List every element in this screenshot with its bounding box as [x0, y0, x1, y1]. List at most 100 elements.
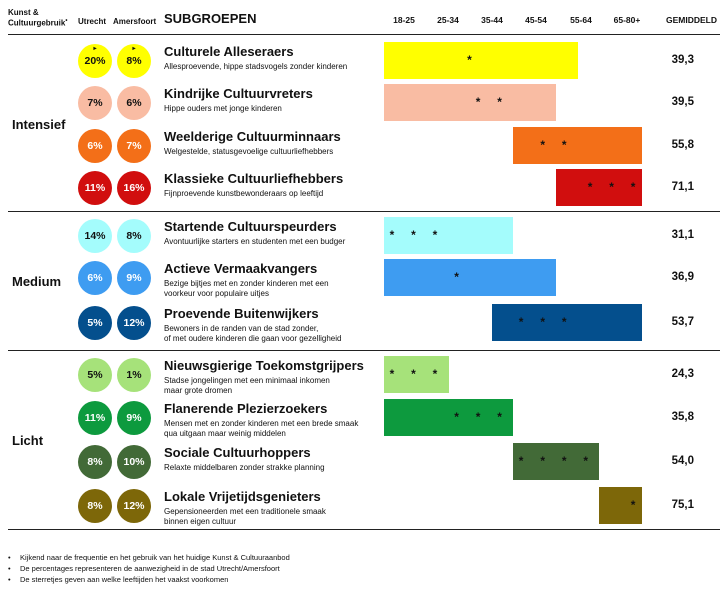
amersfoort-percentage-badge: 12% — [117, 306, 151, 340]
subgroup-description: Bezige bijtjes met en zonder kinderen me… — [164, 279, 329, 288]
footnote-2-bullet: • — [8, 564, 11, 573]
frequent-age-star: * — [561, 454, 567, 468]
average-age-value: 55,8 — [671, 139, 694, 151]
amersfoort-percentage-badge: 7% — [117, 129, 151, 163]
footnote-1-bullet: • — [8, 553, 11, 562]
frequent-age-star: * — [518, 454, 524, 468]
utrecht-percentage: 5% — [87, 369, 103, 381]
utrecht-percentage: 6% — [87, 140, 103, 152]
subgroup-description: binnen eigen cultuur — [164, 517, 237, 526]
subgroup-name: Weelderige Cultuurminnaars — [164, 129, 341, 144]
footnote-3: • De sterretjes geven aan welke leeftijde… — [8, 575, 228, 585]
age-range-bar — [384, 356, 449, 393]
average-age-value: 75,1 — [671, 499, 694, 511]
subgroup-description: Hippe ouders met jonge kinderen — [164, 104, 282, 113]
frequent-age-star: * — [389, 367, 395, 381]
age-range-bar — [556, 169, 643, 206]
separator-bottom — [8, 529, 720, 530]
frequent-age-star: * — [630, 498, 636, 512]
amersfoort-percentage: 9% — [126, 412, 142, 424]
amersfoort-percentage-badge: 9% — [117, 261, 151, 295]
amersfoort-percentage-badge: 8% ▸ — [117, 44, 151, 78]
separator-intensief-medium — [8, 211, 720, 212]
header-subgroepen: SUBGROEPEN — [164, 11, 257, 26]
subgroup-description: Allesproevende, hippe stadsvogels zonder… — [164, 62, 348, 71]
age-tick-label: 65-80+ — [613, 15, 641, 25]
frequent-age-star: * — [609, 180, 614, 194]
section-label-intensief: Intensief — [12, 117, 66, 132]
age-range-bar — [384, 259, 557, 296]
footnote-3-bullet: • — [8, 575, 11, 584]
amersfoort-percentage-badge: 9% — [117, 401, 151, 435]
frequent-age-star: * — [583, 454, 589, 468]
header-amersfoort: Amersfoort — [113, 17, 157, 26]
age-range-bar — [513, 127, 643, 164]
age-range-bar — [384, 42, 578, 79]
separator-medium-licht — [8, 350, 720, 351]
subgroup-description: Relaxte middelbaren zonder strakke plann… — [164, 463, 325, 472]
average-age-value: 24,3 — [671, 368, 694, 380]
age-range-bar — [384, 84, 557, 121]
header-kunst-line2: Cultuurgebruik — [8, 18, 66, 28]
subgroup-description: Avontuurlijke starters en studenten met … — [164, 237, 346, 246]
frequent-age-star: * — [540, 138, 545, 152]
utrecht-percentage-badge: 8% — [78, 445, 112, 479]
subgroup-name: Actieve Vermaakvangers — [164, 261, 318, 276]
frequent-age-star: * — [411, 228, 416, 242]
utrecht-percentage-badge: 7% — [78, 86, 112, 120]
age-tick-label: 35-44 — [481, 15, 503, 25]
subgroup-name: Flanerende Plezierzoekers — [164, 401, 328, 416]
footnote-2-text: De percentages representeren de aanwezig… — [20, 564, 280, 573]
age-range-bar — [491, 304, 643, 341]
amersfoort-percentage: 7% — [126, 140, 142, 152]
average-age-value: 35,8 — [671, 411, 694, 423]
utrecht-percentage-badge: 5% — [78, 306, 112, 340]
amersfoort-percentage-badge: 8% — [117, 219, 151, 253]
age-range-bar — [513, 443, 600, 480]
frequent-age-star: * — [561, 315, 567, 329]
subgroup-name: Sociale Cultuurhoppers — [164, 445, 311, 460]
header-kunst-mark: • — [65, 18, 68, 24]
footnote-2: • De percentages representeren de aanwezi… — [8, 564, 280, 574]
frequent-age-star: * — [630, 180, 636, 194]
frequent-age-star: * — [587, 180, 593, 194]
frequent-age-star: * — [497, 95, 502, 109]
amersfoort-percentage: 8% — [126, 230, 142, 242]
footnote-3-text: De sterretjes geven aan welke leeftijden… — [20, 575, 229, 584]
average-age-value: 39,5 — [671, 96, 694, 108]
age-tick-label: 25-34 — [437, 15, 459, 25]
amersfoort-percentage: 12% — [123, 500, 145, 512]
amersfoort-percentage: 9% — [126, 272, 142, 284]
subgroup-description: Welgestelde, statusgevoelige cultuurlief… — [164, 147, 334, 156]
utrecht-percentage-badge: 14% — [78, 219, 112, 253]
subgroup-description: Mensen met en zonder kinderen met een br… — [164, 419, 359, 428]
age-range-bar — [599, 487, 643, 524]
usage-marker-icon: ▸ — [132, 46, 136, 52]
subgroup-description: of met oudere kinderen die gaan voor gez… — [164, 334, 342, 343]
amersfoort-percentage-badge: 16% — [117, 171, 151, 205]
utrecht-percentage: 5% — [87, 317, 103, 329]
frequent-age-star: * — [411, 367, 416, 381]
age-tick-label: 45-54 — [525, 15, 547, 25]
frequent-age-star: * — [475, 410, 481, 424]
age-range-bar — [384, 399, 514, 436]
utrecht-percentage-badge: 11% — [78, 401, 112, 435]
amersfoort-percentage: 10% — [123, 456, 145, 468]
age-tick-label: 18-25 — [393, 15, 415, 25]
subgroup-name: Startende Cultuurspeurders — [164, 219, 337, 234]
frequent-age-star: * — [389, 228, 395, 242]
amersfoort-percentage-badge: 12% — [117, 489, 151, 523]
subgroup-name: Proevende Buitenwijkers — [164, 306, 319, 321]
average-age-value: 31,1 — [671, 229, 694, 241]
utrecht-percentage-badge: 6% — [78, 261, 112, 295]
header-kunst-line1: Kunst & — [8, 8, 39, 17]
subgroup-description: Bewoners in de randen van de stad zonder… — [164, 324, 319, 333]
separator-top — [8, 34, 720, 35]
amersfoort-percentage: 1% — [126, 369, 142, 381]
frequent-age-star: * — [475, 95, 481, 109]
age-range-bar — [384, 217, 514, 254]
subgroup-name: Kindrijke Cultuurvreters — [164, 86, 313, 101]
header-utrecht: Utrecht — [78, 17, 107, 26]
subgroup-description: Gepensioneerden met een traditionele sma… — [164, 507, 326, 516]
subgroup-name: Lokale Vrijetijdsgenieters — [164, 489, 321, 504]
